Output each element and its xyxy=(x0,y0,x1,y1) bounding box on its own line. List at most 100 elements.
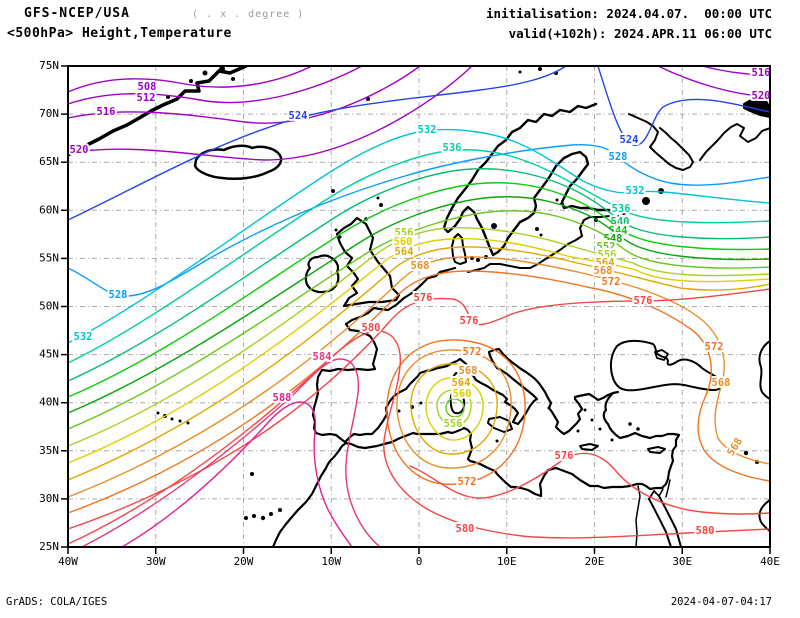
contour-label-520: 520 xyxy=(70,144,89,156)
lat-tick-label: 75N xyxy=(39,59,59,72)
contour-line-520 xyxy=(68,66,473,161)
island-dot xyxy=(186,421,190,425)
coastline-kola-white-sea xyxy=(628,113,694,171)
coastline-sinai xyxy=(648,490,660,500)
contour-label-576: 576 xyxy=(460,315,479,327)
contour-line-568 xyxy=(396,349,512,469)
contour-label-572: 572 xyxy=(458,476,477,488)
contour-label-568: 568 xyxy=(459,365,478,377)
contour-line-548 xyxy=(68,196,770,414)
contour-label-584: 584 xyxy=(313,351,332,363)
island-dot xyxy=(535,227,539,231)
contour-label-572: 572 xyxy=(463,346,482,358)
coastline-corsica xyxy=(451,372,464,391)
island-dot xyxy=(219,66,225,72)
contour-line-564 xyxy=(68,246,770,481)
island-dot xyxy=(170,417,174,421)
contour-label-516: 516 xyxy=(752,67,771,79)
lat-tick-label: 60N xyxy=(39,203,59,216)
contour-line-516 xyxy=(701,66,770,76)
contour-label-580: 580 xyxy=(362,322,381,334)
island-dot xyxy=(555,198,559,202)
island-dot xyxy=(491,223,497,229)
contour-line-556 xyxy=(68,226,770,447)
island-dot xyxy=(278,508,282,512)
contour-label-568: 568 xyxy=(594,265,613,277)
island-dot xyxy=(269,512,273,516)
island-dot xyxy=(231,77,235,81)
island-dot xyxy=(202,70,208,76)
island-dot xyxy=(476,258,480,262)
contour-label-588: 588 xyxy=(273,392,292,404)
contour-label-564: 564 xyxy=(395,246,414,258)
contour-line-524 xyxy=(597,66,770,146)
contour-label-524: 524 xyxy=(620,134,639,146)
contour-label-564: 564 xyxy=(452,377,471,389)
island-dot xyxy=(244,516,248,520)
contour-label-568: 568 xyxy=(411,260,430,272)
island-dot xyxy=(642,197,650,205)
contour-label-536: 536 xyxy=(612,203,631,215)
island-dot xyxy=(628,422,632,426)
contour-line-508 xyxy=(68,66,313,93)
island-dot xyxy=(156,411,160,415)
island-dot xyxy=(743,450,749,456)
coastline-crimea xyxy=(654,349,669,361)
valid-time: valid(+102h): 2024.APR.11 06:00 UTC xyxy=(508,26,772,41)
island-dot xyxy=(539,233,543,237)
island-dot xyxy=(495,439,499,443)
coastline-red-sea-west xyxy=(648,498,672,547)
island-dot xyxy=(178,419,182,423)
contour-line-588 xyxy=(121,401,353,547)
lat-tick-label: 50N xyxy=(39,300,59,313)
lon-tick-label: 30E xyxy=(672,555,692,568)
contour-label-532: 532 xyxy=(74,331,93,343)
island-dot xyxy=(419,401,423,405)
lat-tick-label: 70N xyxy=(39,107,59,120)
contour-label-512: 512 xyxy=(137,92,156,104)
island-dot xyxy=(602,414,606,418)
lat-tick-label: 35N xyxy=(39,444,59,457)
coastline-west-europe xyxy=(311,266,462,444)
contour-line-568 xyxy=(68,256,770,498)
contour-line-536 xyxy=(68,149,770,364)
lon-tick-label: 30W xyxy=(146,555,166,568)
contour-label-556: 556 xyxy=(444,418,463,430)
island-dot xyxy=(598,427,602,431)
contour-line-564 xyxy=(410,363,498,455)
coastline-nile xyxy=(635,485,641,547)
contour-line-552 xyxy=(68,210,770,430)
coastline-jordan-rift xyxy=(665,479,671,498)
island-dot xyxy=(658,188,664,194)
contour-label-548: 548 xyxy=(604,233,623,245)
coastline-aqaba xyxy=(658,488,664,497)
island-dot xyxy=(547,406,551,410)
coastline-greenland xyxy=(68,66,248,157)
lon-tick-label: 10E xyxy=(497,555,517,568)
contour-label-560: 560 xyxy=(394,236,413,248)
contour-label-568: 568 xyxy=(725,436,745,458)
island-dot xyxy=(331,189,335,193)
island-dot xyxy=(260,515,266,521)
unit-note: ( . x . degree ) xyxy=(192,9,305,20)
product-title: <500hPa> Height,Temperature xyxy=(7,26,232,41)
island-dot xyxy=(732,437,738,443)
lon-tick-label: 40W xyxy=(58,555,78,568)
island-dot xyxy=(576,429,580,433)
island-dot xyxy=(376,196,380,200)
lon-tick-label: 0 xyxy=(416,555,423,568)
contour-line-556 xyxy=(436,389,472,427)
model-title: GFS-NCEP/USA xyxy=(24,6,130,21)
island-dot xyxy=(590,418,594,422)
island-dot xyxy=(397,409,401,413)
coastline-iceland xyxy=(193,144,283,180)
contour-label-560: 560 xyxy=(453,388,472,400)
contour-line-532 xyxy=(68,128,770,344)
contour-line-516 xyxy=(68,66,421,124)
island-dot xyxy=(379,203,383,207)
coastline-red-sea-east xyxy=(658,495,682,547)
island-dot xyxy=(334,228,338,232)
contour-line-552 xyxy=(445,398,465,418)
contour-label-572: 572 xyxy=(602,276,621,288)
